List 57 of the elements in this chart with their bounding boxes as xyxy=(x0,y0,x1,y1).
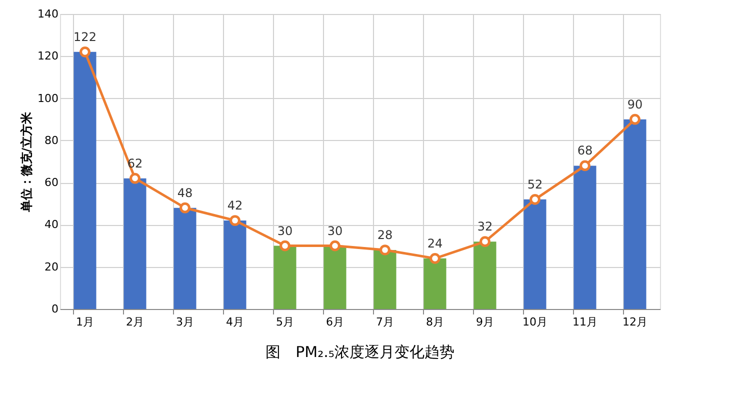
point xyxy=(530,194,540,205)
point xyxy=(80,46,90,58)
bar xyxy=(324,246,346,309)
y-tick-label: 80 xyxy=(44,134,58,147)
data-label: 90 xyxy=(627,97,643,112)
x-tick-label: 4月 xyxy=(226,316,244,328)
x-tick-label: 10月 xyxy=(522,316,548,328)
data-label: 68 xyxy=(577,144,593,158)
x-tick-label: 7月 xyxy=(376,316,394,328)
point xyxy=(230,215,240,226)
point xyxy=(430,253,440,264)
point xyxy=(480,236,490,247)
bar xyxy=(224,220,246,309)
data-label: 122 xyxy=(74,30,96,44)
bar xyxy=(474,242,496,309)
data-label: 28 xyxy=(377,228,393,242)
y-tick-label: 140 xyxy=(38,8,58,20)
y-tick-label: 100 xyxy=(38,92,58,105)
bar xyxy=(174,208,196,309)
point xyxy=(330,240,340,252)
y-tick-label: 20 xyxy=(44,260,58,274)
bar xyxy=(74,52,96,309)
bar xyxy=(374,250,396,309)
bar xyxy=(524,199,546,309)
y-axis-title: 单位：微克/立方米 xyxy=(20,110,34,214)
text: 图 PM₂.₅浓度逐月变化趋势 xyxy=(266,343,454,361)
x-tick-label: 2月 xyxy=(126,316,144,328)
x-tick-label: 1月 xyxy=(76,316,94,328)
data-label: 24 xyxy=(427,236,443,250)
y-tick-label: 0 xyxy=(52,302,58,316)
x-tick-label: 6月 xyxy=(326,316,344,328)
x-tick-label: 12月 xyxy=(622,316,648,328)
point xyxy=(180,202,190,214)
data-label: 30 xyxy=(277,224,293,238)
y-tick-label: 60 xyxy=(44,176,58,190)
bar xyxy=(424,258,446,309)
bar xyxy=(124,178,146,309)
point xyxy=(280,240,290,252)
data-label: 30 xyxy=(327,224,343,238)
x-tick-label: 11月 xyxy=(572,316,598,328)
data-label: 52 xyxy=(527,177,543,192)
data-label: 42 xyxy=(227,198,243,212)
point xyxy=(130,172,140,184)
x-tick-label: 3月 xyxy=(176,316,194,328)
x-tick-label: 5月 xyxy=(276,316,294,328)
y-tick-label: 120 xyxy=(38,50,58,63)
point xyxy=(580,160,590,172)
point xyxy=(380,244,390,256)
bar xyxy=(574,166,596,309)
point xyxy=(630,114,640,125)
data-label: 32 xyxy=(477,220,493,234)
bar xyxy=(624,119,646,309)
y-tick-label: 40 xyxy=(44,218,58,232)
bar xyxy=(274,246,296,309)
data-label: 48 xyxy=(177,186,193,200)
x-tick-label: 9月 xyxy=(476,316,494,328)
x-tick-label: 8月 xyxy=(426,316,444,328)
